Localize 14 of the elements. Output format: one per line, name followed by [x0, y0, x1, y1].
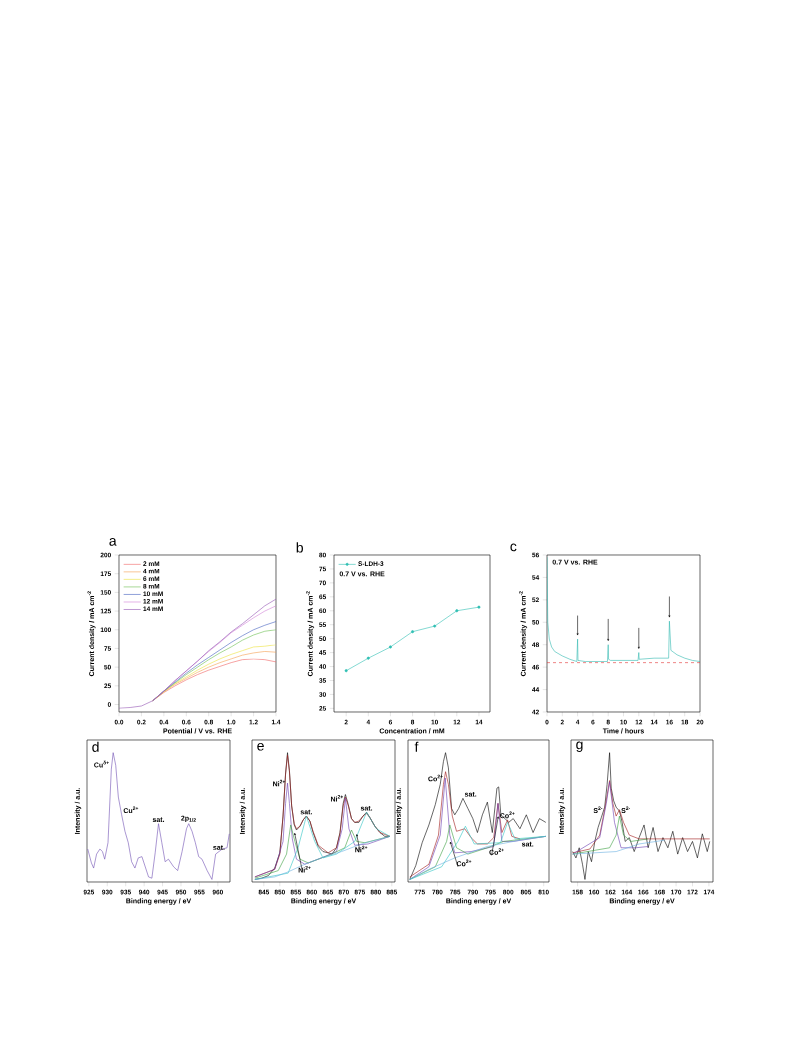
- chart-title: e: [257, 742, 264, 751]
- point: [411, 630, 415, 634]
- chart-title: d: [92, 741, 99, 752]
- chart-title: b: [296, 542, 303, 553]
- chart-title: g: [576, 741, 583, 752]
- point: [477, 605, 481, 609]
- point: [388, 645, 392, 649]
- point: [366, 656, 370, 660]
- point: [455, 609, 459, 613]
- chart-title: c: [510, 543, 517, 552]
- chart-title: f: [414, 741, 419, 752]
- point: [433, 624, 437, 628]
- point: [344, 669, 348, 673]
- chart-title: a: [109, 538, 117, 546]
